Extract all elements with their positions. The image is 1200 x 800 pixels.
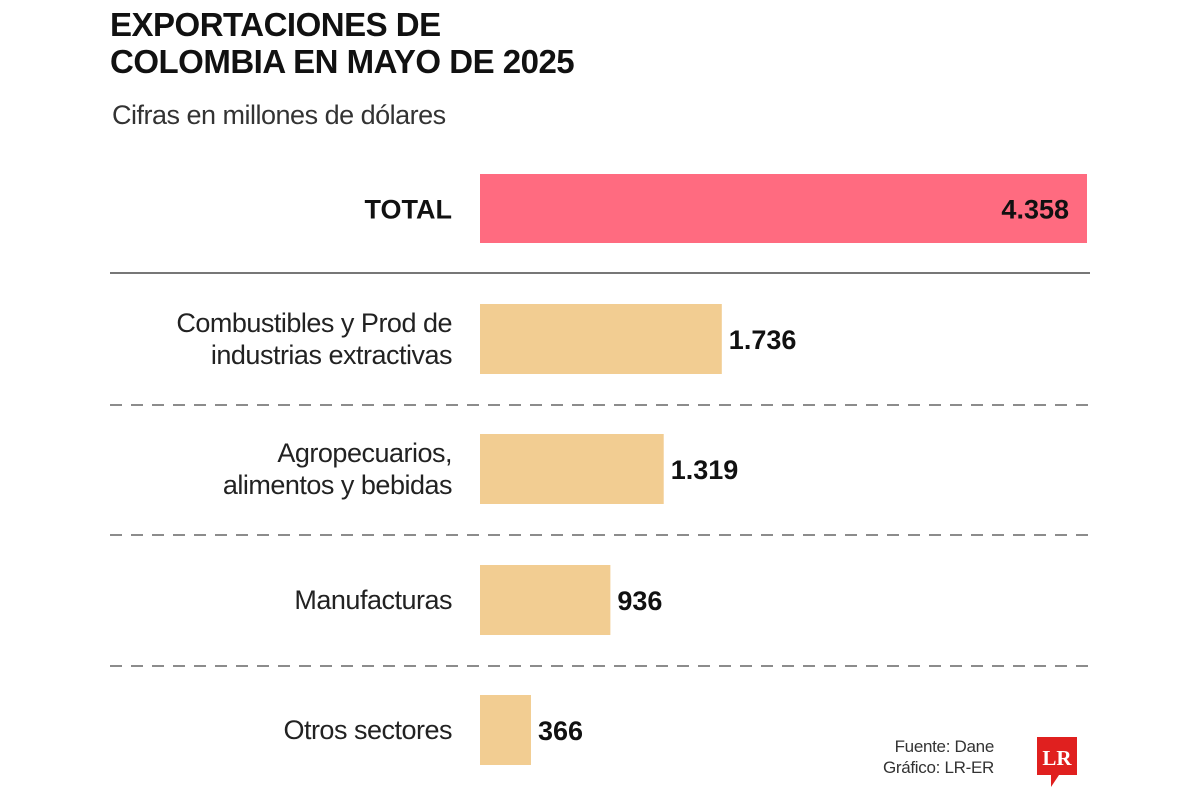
category-label-2-0: Manufacturas [294,585,452,615]
total-label: TOTAL [365,195,453,225]
chart-subtitle: Cifras en millones de dólares [112,100,446,130]
logo-text: LR [1042,746,1072,770]
bar-3 [480,695,531,765]
source-text: Fuente: Dane [894,737,995,756]
category-label-0-0: Combustibles y Prod de [176,308,452,338]
bar-2 [480,565,611,635]
category-label-1-1: alimentos y bebidas [223,470,452,500]
lr-logo-icon: LR [1037,737,1077,787]
category-label-0-1: industrias extractivas [211,340,452,370]
value-label-2: 936 [617,586,662,616]
total-bar [480,174,1087,243]
title-line-1: EXPORTACIONES DE [110,6,441,43]
value-label-1: 1.319 [671,455,739,485]
total-value-label: 4.358 [1001,195,1069,225]
chart-title: EXPORTACIONES DE COLOMBIA EN MAYO DE 202… [110,6,575,80]
value-label-3: 366 [538,716,583,746]
value-label-0: 1.736 [729,325,797,355]
footer-credits: Fuente: Dane Gráfico: LR-ER [860,736,994,778]
category-label-1-0: Agropecuarios, [277,438,452,468]
bar-1 [480,434,664,504]
credit-text: Gráfico: LR-ER [882,758,994,777]
bar-0 [480,304,722,374]
title-line-2: COLOMBIA EN MAYO DE 2025 [110,43,575,80]
category-label-3-0: Otros sectores [283,715,452,745]
